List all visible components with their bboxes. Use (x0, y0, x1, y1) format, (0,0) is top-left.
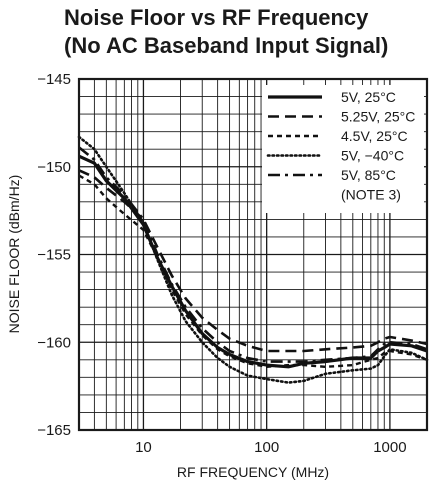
series-line-1 (78, 154, 428, 369)
chart-title-line1: Noise Floor vs RF Frequency (64, 5, 369, 30)
chart-title-line2: (No AC Baseband Input Signal) (64, 33, 389, 58)
series-line-3 (78, 174, 428, 368)
series-line-5 (78, 146, 428, 363)
plot-frame (77, 77, 429, 432)
series-line-4 (77, 135, 429, 384)
legend-label: 4.5V, 25°C (341, 128, 408, 144)
y-tick-label: −165 (37, 422, 71, 439)
legend-label: 5V, 25°C (341, 89, 396, 105)
chart-title: Noise Floor vs RF Frequency (No AC Baseb… (64, 4, 426, 60)
y-tick-label: −145 (37, 71, 71, 88)
tick-labels: −165 −160 −155 −150 −145 10 100 1000 (37, 71, 406, 456)
legend-box (262, 85, 424, 213)
legend-label: 5V, 85°C (341, 167, 396, 183)
series-lines (77, 135, 429, 384)
legend-label: 5V, −40°C (341, 148, 404, 164)
x-tick-label: 100 (254, 439, 279, 456)
legend-label: 5.25V, 25°C (341, 109, 415, 125)
legend-note: (NOTE 3) (341, 187, 401, 203)
x-axis-label: RF FREQUENCY (MHz) (177, 464, 329, 480)
y-axis-label: NOISE FLOOR (dBm/Hz) (6, 175, 22, 334)
x-tick-label: 1000 (373, 439, 406, 456)
x-tick-label: 10 (135, 439, 152, 456)
y-tick-label: −155 (37, 247, 71, 264)
y-tick-label: −160 (37, 334, 71, 351)
legend: 5V, 25°C 5.25V, 25°C 4.5V, 25°C 5V, −40°C 5V… (262, 85, 424, 213)
y-tick-label: −150 (37, 159, 71, 176)
